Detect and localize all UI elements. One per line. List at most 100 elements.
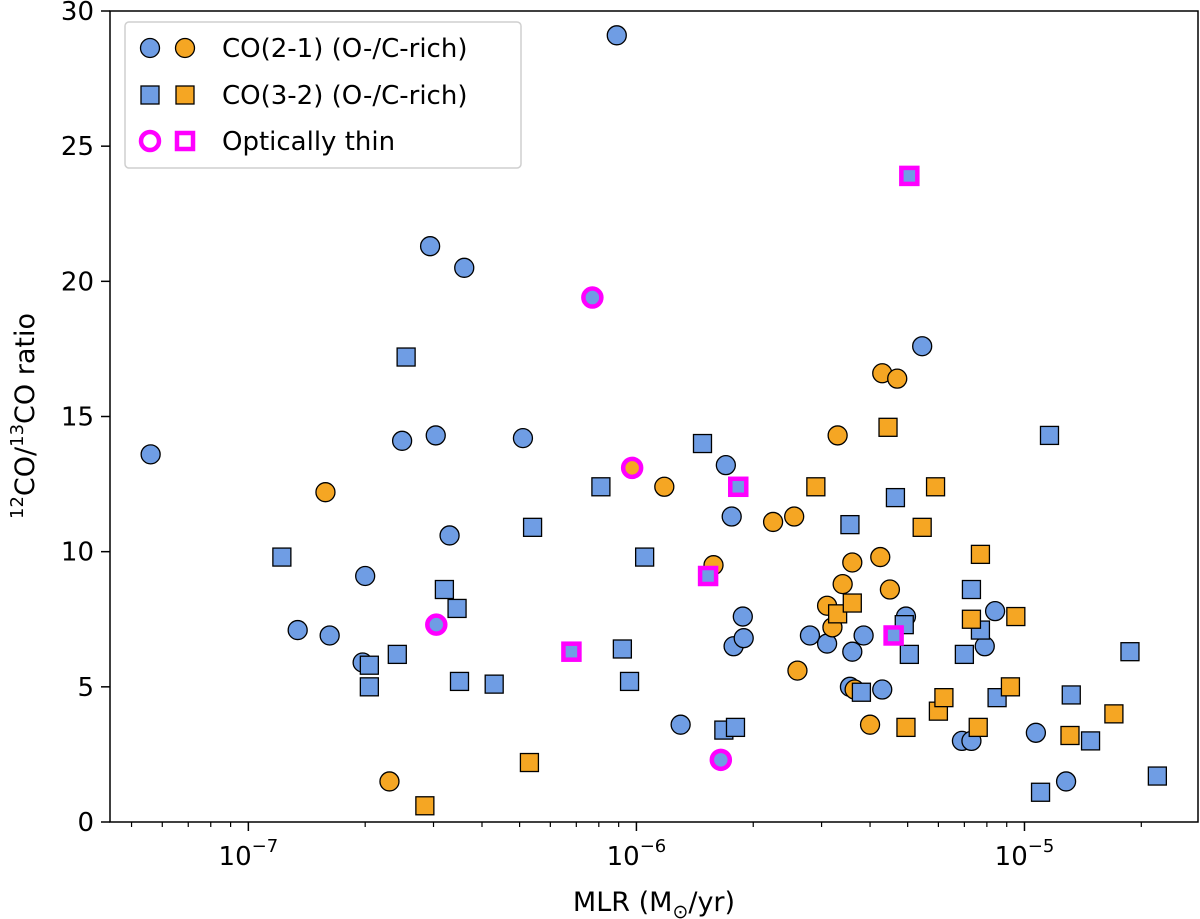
co32-o-rich-point — [359, 655, 379, 675]
co21-c-rich-point — [315, 482, 336, 503]
co21-c-rich-point — [887, 368, 908, 389]
y-tick-label: 5 — [77, 673, 94, 703]
legend-square-c-rich — [175, 85, 195, 105]
legend-label-co32: CO(3-2) (O-/C-rich) — [222, 81, 467, 111]
co32-c-rich-point — [1000, 677, 1021, 697]
co32-o-rich-point — [899, 644, 919, 665]
co32-o-rich-point — [840, 514, 860, 535]
co21-o-rich-point — [715, 455, 736, 476]
co21-c-rich-point — [827, 425, 848, 446]
optically-thin-circle-point — [425, 613, 448, 636]
optically-thin-circle-point — [620, 456, 644, 480]
co21-c-rich-point — [832, 573, 853, 595]
co21-c-rich-point — [859, 714, 881, 735]
co21-o-rich-point — [606, 25, 627, 46]
co21-o-rich-point — [872, 679, 893, 700]
co32-c-rich-point — [896, 717, 916, 738]
co32-c-rich-point — [519, 752, 540, 773]
co32-c-rich-point — [806, 477, 826, 497]
optically-thin-square-point — [883, 625, 904, 646]
data-marks — [140, 25, 1168, 816]
co21-o-rich-point — [140, 444, 161, 465]
co32-o-rich-point — [954, 644, 975, 665]
co32-o-rich-point — [619, 671, 640, 692]
co21-o-rich-point — [733, 628, 754, 649]
co21-c-rich-point — [379, 771, 400, 792]
co21-o-rich-point — [391, 430, 413, 451]
co32-c-rich-point — [912, 517, 932, 537]
co21-o-rich-point — [912, 336, 933, 357]
legend-circle-thin — [138, 129, 162, 153]
co21-o-rich-point — [319, 625, 340, 646]
co21-c-rich-point — [762, 511, 784, 533]
optically-thin-circle-point — [581, 286, 604, 309]
co21-c-rich-point — [787, 660, 808, 681]
co32-o-rich-point — [396, 347, 416, 367]
co21-o-rich-point — [732, 606, 753, 627]
co32-o-rich-point — [591, 477, 611, 497]
co32-o-rich-point — [1030, 782, 1051, 802]
co21-o-rich-point — [355, 565, 376, 587]
x-tick-label: 10−7 — [219, 836, 279, 872]
co32-o-rich-point — [1061, 685, 1081, 705]
co32-o-rich-point — [522, 517, 543, 537]
legend-markers — [138, 37, 196, 153]
co32-o-rich-point — [387, 644, 407, 665]
co21-o-rich-point — [512, 427, 534, 449]
co21-c-rich-point — [784, 506, 805, 527]
co21-c-rich-point — [879, 579, 901, 600]
co21-o-rich-point — [853, 625, 874, 646]
y-axis-title: 12CO/13CO ratio — [7, 313, 41, 519]
co21-o-rich-point — [287, 619, 308, 641]
co21-o-rich-point — [454, 257, 475, 278]
co32-c-rich-point — [968, 717, 988, 738]
co32-c-rich-point — [1104, 704, 1124, 724]
co32-c-rich-point — [827, 604, 848, 624]
co32-c-rich-point — [970, 544, 991, 565]
co32-o-rich-point — [961, 579, 982, 600]
co32-o-rich-point — [1147, 766, 1168, 786]
y-axis-ticks: 0 5 10 15 20 25 30 — [61, 0, 110, 838]
co32-c-rich-point — [415, 796, 435, 816]
x-axis-ticks: 10−7 10−6 10−5 — [130, 822, 1142, 872]
optically-thin-square-point — [561, 641, 582, 662]
co21-o-rich-point — [1055, 771, 1077, 792]
co21-o-rich-point — [670, 714, 691, 735]
legend-square-o-rich — [140, 85, 160, 105]
legend-square-thin — [174, 130, 196, 152]
co32-c-rich-point — [961, 609, 982, 629]
y-tick-label: 15 — [61, 403, 94, 433]
co32-c-rich-point — [925, 477, 946, 497]
co32-o-rich-point — [484, 674, 504, 694]
co21-o-rich-point — [425, 425, 446, 446]
co21-o-rich-point — [799, 625, 821, 646]
y-tick-label: 20 — [61, 267, 94, 297]
co21-c-rich-point — [842, 552, 863, 573]
y-tick-label: 25 — [61, 132, 94, 162]
y-tick-label: 0 — [77, 808, 94, 838]
x-axis-title: MLR (M⊙/yr) — [573, 887, 735, 919]
x-tick-label: 10−5 — [995, 836, 1055, 872]
co21-o-rich-point — [842, 641, 863, 662]
legend-label-co21: CO(2-1) (O-/C-rich) — [222, 34, 467, 64]
legend-circle-c-rich — [174, 37, 196, 59]
co21-c-rich-point — [654, 476, 675, 497]
co21-c-rich-point — [870, 546, 891, 568]
legend-circle-o-rich — [139, 37, 161, 59]
co32-o-rich-point — [272, 547, 292, 567]
co32-o-rich-point — [725, 717, 746, 738]
co32-c-rich-point — [1060, 725, 1080, 746]
co32-o-rich-point — [692, 433, 713, 454]
co32-o-rich-point — [612, 639, 633, 659]
optically-thin-square-point — [899, 165, 920, 187]
co32-c-rich-point — [1006, 606, 1026, 627]
co32-o-rich-point — [885, 487, 906, 508]
co32-o-rich-point — [1039, 425, 1060, 446]
y-tick-label: 10 — [61, 538, 94, 568]
co21-o-rich-point — [721, 506, 742, 527]
legend-box — [124, 21, 522, 169]
co21-o-rich-point — [984, 600, 1006, 622]
co32-o-rich-point — [1120, 642, 1140, 662]
co32-o-rich-point — [851, 682, 872, 702]
